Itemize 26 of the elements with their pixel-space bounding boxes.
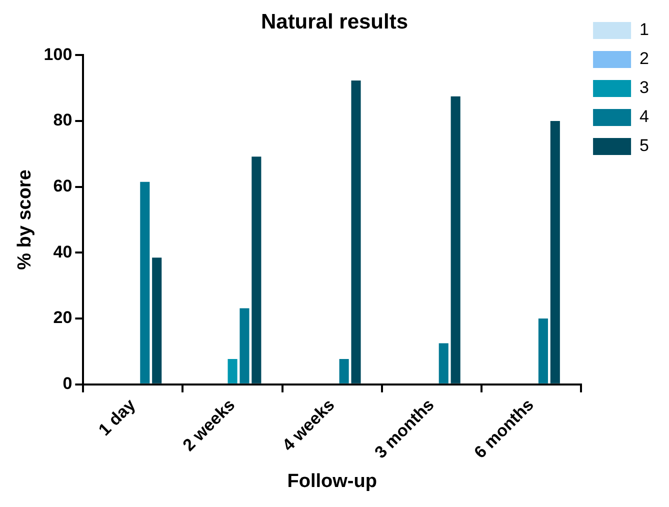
x-axis-title: Follow-up (287, 470, 377, 492)
y-axis-title: % by score (14, 170, 36, 270)
bar (351, 80, 361, 384)
x-tick-label: 1 day (94, 394, 140, 440)
legend-label: 1 (640, 20, 650, 40)
bar (240, 308, 250, 384)
bar (438, 343, 448, 384)
legend-label: 5 (640, 136, 650, 156)
y-tick-label: 60 (53, 176, 72, 196)
bar (140, 182, 150, 384)
y-tick-label: 100 (44, 44, 72, 64)
y-tick-label: 20 (53, 308, 72, 328)
legend-label: 4 (640, 107, 650, 126)
bar (152, 258, 162, 384)
bar (252, 156, 262, 384)
bar (450, 96, 460, 384)
bar (339, 359, 349, 384)
legend-label: 3 (640, 78, 650, 98)
bar (538, 318, 548, 384)
y-tick-label: 0 (62, 374, 72, 394)
bar (228, 359, 238, 384)
y-tick-label: 80 (53, 110, 72, 130)
bar (550, 121, 560, 384)
y-tick-label: 40 (53, 242, 72, 262)
chart-title: Natural results (260, 10, 408, 34)
legend-label: 2 (640, 49, 650, 68)
